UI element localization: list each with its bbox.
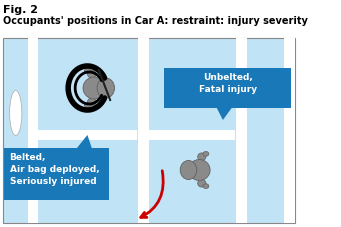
Ellipse shape bbox=[87, 98, 96, 106]
Ellipse shape bbox=[203, 151, 209, 156]
Ellipse shape bbox=[83, 77, 106, 99]
Bar bbox=[164, 68, 291, 108]
Bar bbox=[28, 38, 39, 223]
Ellipse shape bbox=[189, 160, 210, 180]
Polygon shape bbox=[217, 108, 232, 120]
Ellipse shape bbox=[84, 69, 90, 74]
Bar bbox=[138, 38, 149, 223]
Ellipse shape bbox=[10, 91, 22, 136]
Circle shape bbox=[180, 160, 197, 180]
Text: Fig. 2: Fig. 2 bbox=[3, 5, 38, 15]
Ellipse shape bbox=[84, 103, 90, 108]
Ellipse shape bbox=[198, 180, 206, 187]
Bar bbox=[149, 130, 235, 140]
Ellipse shape bbox=[87, 70, 96, 78]
Bar bbox=[236, 38, 247, 223]
Bar bbox=[3, 38, 295, 223]
Text: Occupants' positions in Car A: restraint: injury severity: Occupants' positions in Car A: restraint… bbox=[3, 16, 308, 26]
Bar bbox=[39, 130, 137, 140]
Ellipse shape bbox=[203, 184, 209, 189]
Ellipse shape bbox=[198, 153, 206, 160]
Circle shape bbox=[97, 78, 115, 98]
Text: Unbelted,
Fatal injury: Unbelted, Fatal injury bbox=[199, 73, 257, 94]
Text: Belted,
Air bag deployed,
Seriously injured: Belted, Air bag deployed, Seriously inju… bbox=[10, 153, 99, 186]
Polygon shape bbox=[77, 135, 92, 148]
Bar bbox=[284, 38, 295, 223]
Bar bbox=[4, 148, 109, 200]
